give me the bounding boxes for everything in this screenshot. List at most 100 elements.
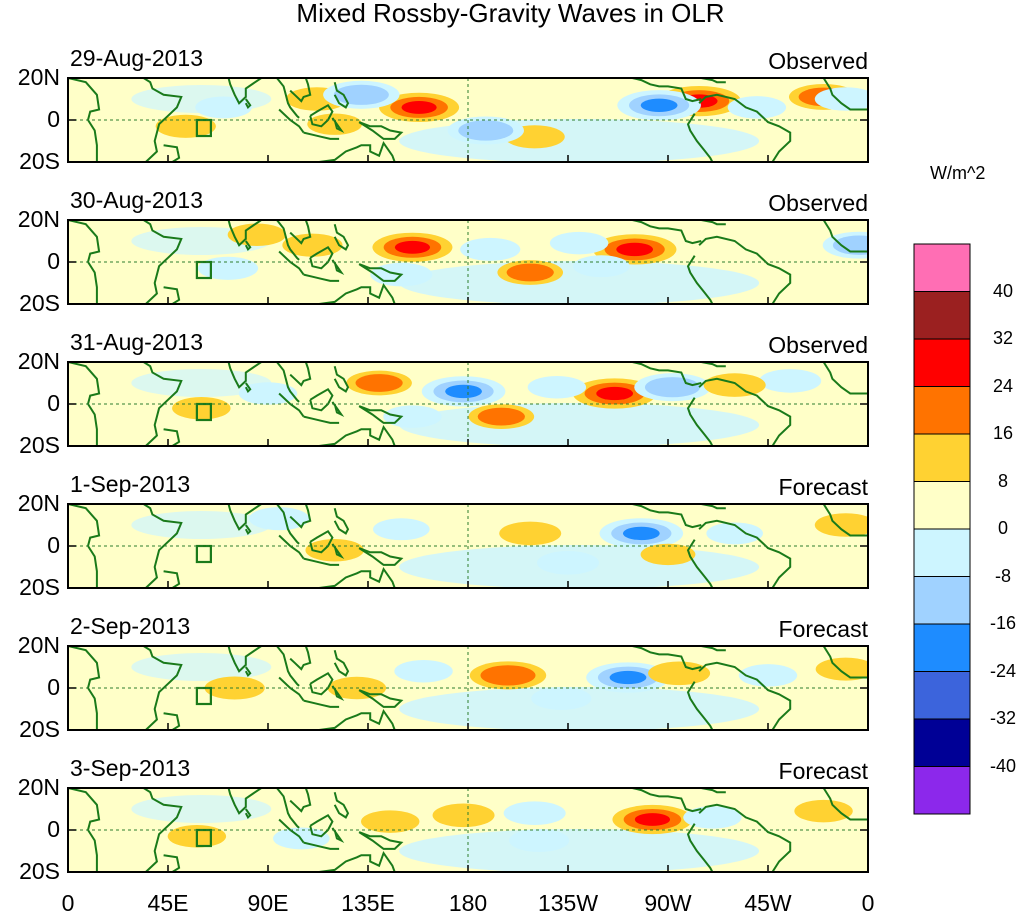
y-tick-label: 20S	[19, 716, 60, 742]
anomaly-contour	[640, 98, 678, 112]
coastline	[163, 712, 181, 730]
coastline	[303, 273, 340, 282]
x-tick-label: 135E	[341, 890, 395, 916]
coastline	[698, 803, 792, 872]
x-tick-label: 90E	[247, 890, 289, 916]
anomaly-contour	[333, 84, 389, 105]
y-tick-label: 20N	[17, 64, 60, 90]
coastline	[632, 788, 702, 813]
panel-status: Observed	[768, 48, 868, 74]
box-marker	[195, 828, 212, 848]
y-tick-label: 0	[47, 106, 60, 132]
colorbar-label: 24	[992, 375, 1014, 396]
panel-status: Observed	[768, 190, 868, 216]
panel-date: 30-Aug-2013	[70, 187, 203, 213]
coastline	[68, 788, 101, 872]
coastline	[68, 504, 101, 588]
y-tick-label: 20S	[19, 574, 60, 600]
y-tick-label: 20S	[19, 290, 60, 316]
y-tick-label: 20S	[19, 148, 60, 174]
coastline	[632, 220, 702, 245]
anomaly-contour	[394, 240, 431, 254]
coastline	[822, 788, 868, 821]
anomaly-contour	[727, 96, 787, 119]
coastline	[331, 259, 345, 276]
coastline	[698, 93, 792, 162]
coastline	[244, 98, 252, 110]
anomaly-band	[399, 687, 760, 730]
anomaly-contour	[361, 810, 420, 833]
anomaly-band	[131, 795, 272, 823]
coastline	[358, 405, 404, 424]
coastline	[632, 78, 702, 103]
panel-date: 2-Sep-2013	[70, 613, 191, 639]
panel-field	[68, 78, 868, 162]
coastline	[303, 131, 340, 140]
coastline	[701, 788, 726, 794]
panel-field	[68, 362, 868, 446]
y-tick-label: 20N	[17, 206, 60, 232]
anomaly-contour	[373, 518, 430, 541]
coastline	[309, 813, 334, 838]
box-marker	[195, 260, 212, 280]
coastline	[701, 78, 726, 84]
colorbar-label: 0	[997, 518, 1008, 538]
coastline	[331, 117, 345, 134]
x-tick-label: 45W	[744, 890, 792, 916]
coastline	[632, 646, 702, 671]
colorbar-swatch	[913, 718, 971, 767]
coastline	[276, 362, 300, 403]
coastline	[276, 220, 300, 261]
coastline	[333, 649, 350, 677]
coastline	[276, 646, 300, 687]
coastline	[276, 78, 300, 119]
anomaly-contour	[759, 369, 822, 393]
coastline	[278, 676, 305, 702]
coastline	[686, 397, 714, 446]
coastline	[333, 791, 350, 819]
anomaly-contour	[305, 538, 364, 562]
anomaly-contour	[640, 543, 696, 566]
coastline	[163, 286, 181, 304]
colorbar-label: -24	[989, 660, 1016, 681]
coastline	[163, 570, 181, 588]
panel-status: Forecast	[778, 758, 868, 784]
coastline	[318, 566, 396, 588]
anomaly-contour	[204, 676, 265, 700]
anomaly-contour	[832, 235, 868, 255]
coastline	[183, 788, 262, 815]
coastline	[333, 507, 350, 535]
anomaly-contour	[394, 659, 453, 683]
anomaly-contour	[383, 405, 442, 428]
anomaly-band	[131, 511, 272, 539]
x-tick-label: 45E	[147, 890, 189, 916]
anomaly-contour	[573, 255, 630, 278]
anomaly-contour	[738, 664, 798, 687]
anomaly-contour	[401, 100, 437, 114]
coastline	[68, 220, 101, 304]
coastline	[278, 250, 305, 276]
coastline	[822, 362, 868, 395]
coastline	[309, 387, 334, 412]
coastline	[698, 235, 792, 304]
colorbar-label: -40	[989, 755, 1016, 776]
anomaly-contour	[503, 801, 566, 825]
colorbar-label: 16	[992, 423, 1014, 443]
coastline	[183, 646, 262, 673]
coastline	[278, 108, 305, 134]
anomaly-contour	[282, 233, 343, 257]
anomaly-contour	[616, 242, 654, 257]
anomaly-contour	[172, 396, 231, 420]
coastline	[289, 220, 312, 245]
y-tick-label: 0	[47, 532, 60, 558]
anomaly-contour	[622, 526, 660, 541]
colorbar-units: W/m^2	[930, 163, 986, 183]
coastline	[143, 220, 183, 304]
coastline	[333, 365, 350, 393]
coastline	[632, 362, 702, 387]
panel-date: 31-Aug-2013	[70, 329, 203, 355]
anomaly-contour	[480, 665, 536, 686]
coastline	[244, 240, 252, 252]
anomaly-contour	[527, 375, 587, 399]
